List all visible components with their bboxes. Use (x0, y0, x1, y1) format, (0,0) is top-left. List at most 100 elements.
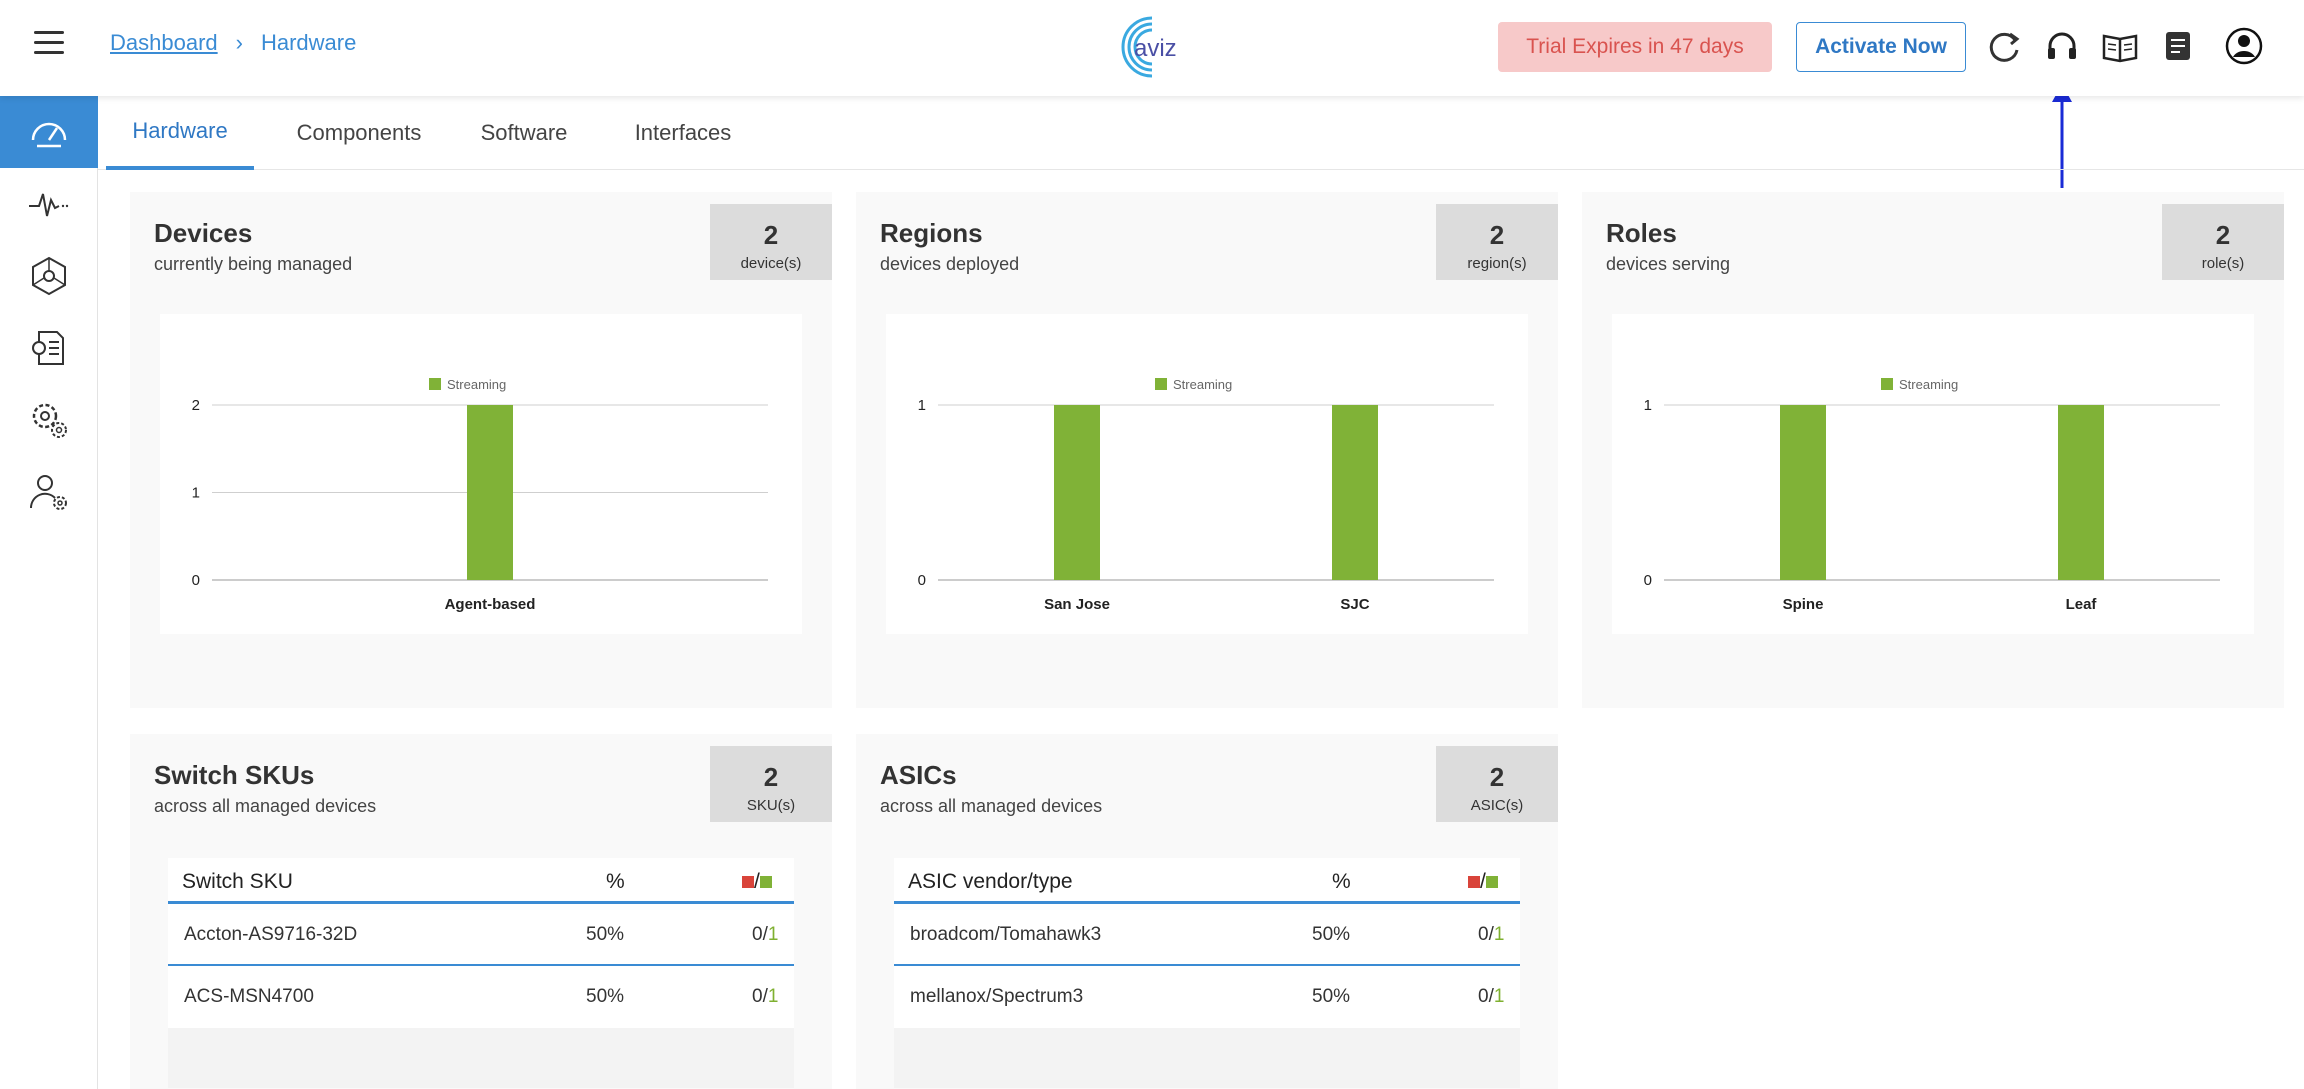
bar (1054, 405, 1100, 580)
breadcrumb-dashboard-link[interactable]: Dashboard (110, 30, 218, 55)
sidebar-item-telemetry[interactable] (0, 168, 98, 240)
logo-text: aviz (1134, 35, 1177, 62)
column-header-percent[interactable]: % (606, 870, 625, 893)
card-subtitle: across all managed devices (880, 796, 1103, 816)
status-slash: / (1488, 986, 1494, 1007)
devices-chart: Streaming 0 1 2 Agent-based (160, 314, 802, 634)
column-header-status[interactable]: / (1468, 870, 1498, 894)
count-badge: 2 device(s) (710, 204, 832, 280)
legend-label: Streaming (1899, 377, 1958, 392)
table-row[interactable]: mellanox/Spectrum3 50% 0/1 (894, 966, 1520, 1028)
failed-square-icon (1468, 876, 1480, 889)
failed-square-icon (742, 876, 754, 889)
settings-icon (32, 403, 67, 438)
card-title: Devices (154, 218, 253, 248)
count-unit: device(s) (740, 255, 802, 272)
count-value: 2 (763, 762, 779, 792)
sidebar-item-user-management[interactable] (0, 456, 98, 528)
activate-now-button[interactable]: Activate Now (1796, 22, 1966, 72)
column-header-percent[interactable]: % (1332, 870, 1351, 893)
asic-percent: 50% (1312, 986, 1351, 1007)
y-tick-label: 1 (1644, 397, 1652, 414)
y-tick-label: 0 (1644, 572, 1652, 589)
refresh-icon[interactable] (1984, 26, 2024, 66)
bar (467, 405, 513, 580)
status-slash: / (762, 924, 768, 945)
sidebar-item-configuration[interactable] (0, 312, 98, 384)
user-icon[interactable] (2224, 26, 2264, 66)
sidebar-item-topology[interactable] (0, 240, 98, 312)
sku-name: Accton-AS9716-32D (184, 924, 358, 945)
y-tick-label: 0 (918, 572, 926, 589)
x-category-label: SJC (1340, 596, 1369, 613)
x-category-label: Agent-based (445, 596, 536, 613)
sku-status: 0/1 (752, 986, 778, 1008)
column-header-name[interactable]: ASIC vendor/type (908, 870, 1073, 893)
count-unit: region(s) (1467, 255, 1527, 272)
asic-name: broadcom/Tomahawk3 (910, 924, 1102, 945)
count-badge: 2 ASIC(s) (1436, 746, 1558, 822)
y-tick-label: 1 (192, 485, 200, 502)
x-category-label: San Jose (1044, 596, 1110, 613)
count-value: 2 (1489, 220, 1505, 250)
column-header-status[interactable]: / (742, 870, 772, 894)
legend-label: Streaming (447, 377, 506, 392)
status-slash: / (1488, 924, 1494, 945)
asic-table: ASIC vendor/type % / broadcom/Tomahawk3 … (894, 858, 1520, 1088)
switch-sku-table: Switch SKU % / Accton-AS9716-32D 50% 0/1… (168, 858, 794, 1088)
sku-status: 0/1 (752, 924, 778, 946)
asic-status: 0/1 (1478, 924, 1504, 946)
count-unit: role(s) (2201, 255, 2245, 272)
notes-icon[interactable] (2158, 26, 2198, 66)
table-header: ASIC vendor/type % / (894, 858, 1520, 904)
asics-card: ASICs across all managed devices 2 ASIC(… (856, 734, 1558, 1089)
card-subtitle: across all managed devices (154, 796, 377, 816)
table-row[interactable]: ACS-MSN4700 50% 0/1 (168, 966, 794, 1028)
hamburger-menu-icon[interactable] (34, 31, 64, 61)
table-row[interactable]: broadcom/Tomahawk3 50% 0/1 (894, 904, 1520, 966)
bar (1780, 405, 1826, 580)
tab-bar: Hardware Components Software Interfaces (98, 96, 2304, 170)
card-title: Roles (1606, 218, 1677, 248)
switch-skus-card: Switch SKUs across all managed devices 2… (130, 734, 832, 1089)
table-row[interactable]: Accton-AS9716-32D 50% 0/1 (168, 904, 794, 966)
headset-icon[interactable] (2042, 26, 2082, 66)
tab-software[interactable]: Software (480, 120, 568, 145)
devices-bar-chart: Streaming 0 1 2 Agent-based (192, 377, 768, 613)
book-icon[interactable] (2100, 26, 2140, 66)
breadcrumb: Dashboard › Hardware (110, 30, 356, 56)
status-red-count: 0 (752, 924, 763, 945)
roles-bar-chart: Streaming 0 1 Spine Leaf (1644, 377, 2220, 613)
config-icon (32, 331, 64, 365)
card-subtitle: currently being managed (154, 254, 353, 274)
status-green-count: 1 (767, 924, 779, 945)
sidebar-item-dashboard[interactable] (0, 96, 98, 168)
count-badge: 2 SKU(s) (710, 746, 832, 822)
sku-percent: 50% (586, 924, 625, 945)
status-green-count: 1 (1493, 924, 1505, 945)
tab-hardware[interactable]: Hardware (106, 96, 254, 170)
count-unit: SKU(s) (746, 797, 796, 814)
x-category-label: Leaf (2066, 596, 2098, 613)
y-tick-label: 0 (192, 572, 200, 589)
trial-expiry-badge: Trial Expires in 47 days (1498, 22, 1772, 72)
count-value: 2 (763, 220, 779, 250)
asic-status: 0/1 (1478, 986, 1504, 1008)
pulse-icon (29, 193, 69, 217)
user-settings-icon (29, 475, 67, 510)
tab-interfaces[interactable]: Interfaces (634, 120, 732, 145)
sidebar (0, 96, 98, 1089)
status-slash: / (762, 986, 768, 1007)
devices-card: Devices currently being managed 2 device… (130, 192, 832, 708)
count-badge: 2 region(s) (1436, 204, 1558, 280)
card-subtitle: devices serving (1606, 254, 1731, 274)
count-badge: 2 role(s) (2162, 204, 2284, 280)
roles-chart: Streaming 0 1 Spine Leaf (1612, 314, 2254, 634)
asic-percent: 50% (1312, 924, 1351, 945)
tab-components[interactable]: Components (296, 120, 422, 145)
column-header-name[interactable]: Switch SKU (182, 870, 293, 893)
bar (2058, 405, 2104, 580)
sidebar-item-settings[interactable] (0, 384, 98, 456)
regions-card: Regions devices deployed 2 region(s) Str… (856, 192, 1558, 708)
count-value: 2 (2215, 220, 2231, 250)
